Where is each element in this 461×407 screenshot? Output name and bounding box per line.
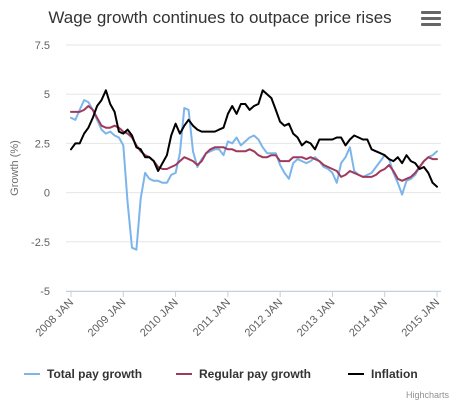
- x-axis: 2008 JAN 2009 JAN 2010 JAN 2011 JAN 2012 JAN…: [33, 291, 442, 339]
- y-tick-label: 2.5: [35, 138, 50, 150]
- x-tick-label: 2014 JAN: [347, 297, 390, 340]
- menu-icon[interactable]: [421, 11, 441, 27]
- legend-item[interactable]: Total pay growth: [24, 367, 142, 381]
- y-tick-label: 7.5: [35, 40, 50, 52]
- series-line-inflation: [70, 89, 438, 188]
- legend-label: Regular pay growth: [199, 367, 311, 381]
- series-line-total-pay-growth: [70, 99, 438, 251]
- menu-icon-bar: [421, 17, 441, 20]
- menu-icon-bar: [421, 11, 441, 14]
- x-tick-label: 2012 JAN: [243, 297, 286, 340]
- legend: Total pay growth Regular pay growth Inflat…: [24, 367, 418, 381]
- chart-title: Wage growth continues to outpace price r…: [48, 8, 392, 27]
- y-axis-title: Growth (%): [9, 140, 21, 196]
- legend-label: Inflation: [371, 367, 418, 381]
- y-axis: -5 -2.5 0 2.5 5 7.5: [31, 40, 50, 298]
- x-tick-label: 2013 JAN: [295, 297, 338, 340]
- credits-text[interactable]: Highcharts: [406, 390, 450, 400]
- legend-item[interactable]: Regular pay growth: [176, 367, 311, 381]
- y-tick-label: -2.5: [31, 237, 50, 249]
- menu-icon-bar: [421, 23, 441, 26]
- y-tick-label: -5: [40, 286, 50, 298]
- x-tick-label: 2008 JAN: [33, 297, 76, 340]
- series-lines: [70, 89, 438, 251]
- y-tick-label: 5: [44, 89, 50, 101]
- legend-item[interactable]: Inflation: [348, 367, 418, 381]
- x-tick-label: 2015 JAN: [399, 297, 442, 340]
- x-tick-label: 2011 JAN: [191, 297, 233, 339]
- x-tick-label: 2009 JAN: [86, 297, 129, 340]
- y-tick-label: 0: [44, 188, 50, 200]
- legend-label: Total pay growth: [47, 367, 142, 381]
- x-tick-label: 2010 JAN: [138, 297, 181, 340]
